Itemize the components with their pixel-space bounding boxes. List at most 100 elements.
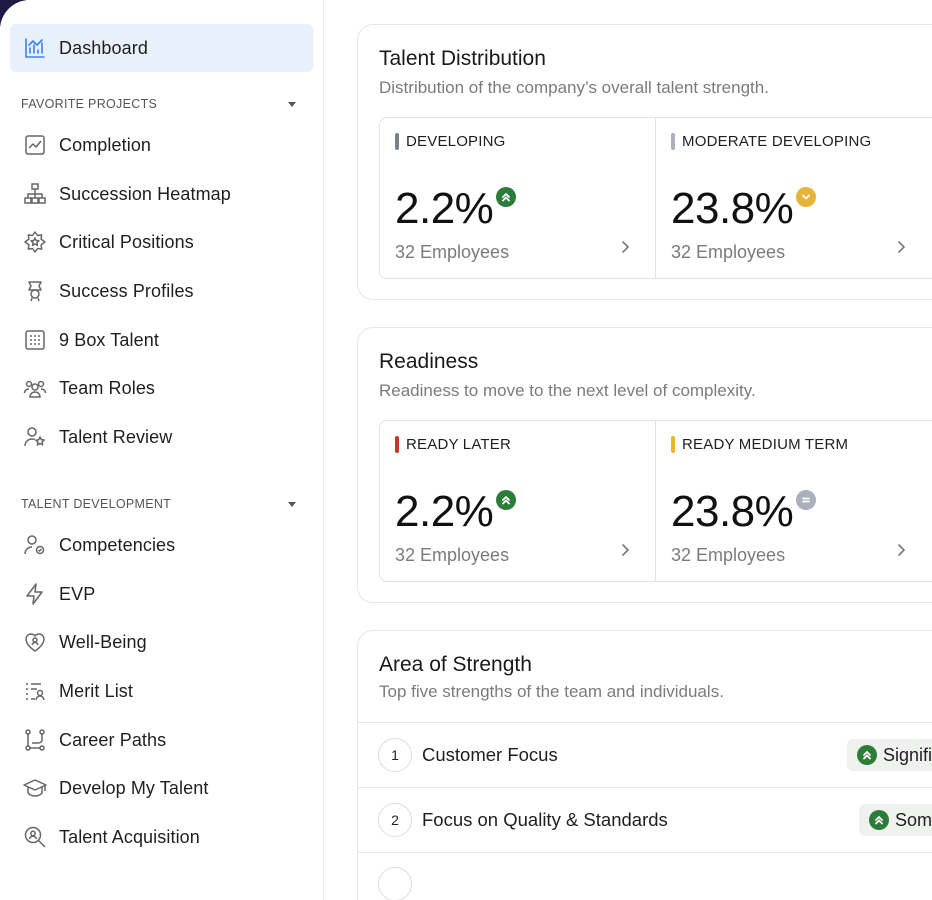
sidebar-item-competencies[interactable]: Competencies — [10, 523, 313, 567]
sidebar-item-label: Talent Review — [59, 426, 173, 447]
card-title: Talent Distribution — [379, 47, 546, 70]
chevron-right-icon — [898, 544, 906, 556]
sidebar-item-evp[interactable]: EVP — [10, 572, 313, 616]
rank-badge: 1 — [378, 738, 412, 772]
stat-value: 23.8% — [671, 487, 794, 536]
stat-developing[interactable]: DEVELOPING 2.2% 32 Employees — [380, 118, 655, 278]
readiness-card: Readiness Readiness to move to the next … — [357, 327, 932, 603]
sidebar-item-merit-list[interactable]: Merit List — [10, 669, 313, 713]
area-of-strength-card: Area of Strength Top five strengths of t… — [357, 630, 932, 900]
search-user-icon — [22, 824, 48, 850]
user-star-icon — [22, 424, 48, 450]
sidebar-item-career-paths[interactable]: Career Paths — [10, 718, 313, 762]
card-subtitle: Readiness to move to the next level of c… — [379, 381, 756, 400]
stat-label: READY LATER — [406, 436, 512, 453]
star-badge-icon — [22, 229, 48, 255]
stat-employees: 32 Employees — [395, 242, 510, 262]
list-user-icon — [22, 678, 48, 704]
collapse-caret-icon[interactable] — [288, 101, 296, 107]
card-subtitle: Distribution of the company’s overall ta… — [379, 78, 769, 97]
stat-box: READY LATER 2.2% 32 Employees READY MEDI… — [379, 420, 932, 582]
sidebar-item-label: Merit List — [59, 680, 134, 701]
team-icon — [22, 375, 48, 401]
card-subtitle: Top five strengths of the team and indiv… — [379, 682, 724, 701]
sidebar-item-label: Dashboard — [59, 37, 148, 58]
sidebar-item-success-profiles[interactable]: Success Profiles — [10, 269, 313, 313]
sidebar-item-develop-my-talent[interactable]: Develop My Talent — [10, 766, 313, 810]
strength-row[interactable] — [358, 852, 932, 900]
trend-equal-icon — [796, 490, 816, 510]
strength-level-tag: Som — [859, 804, 932, 836]
stat-moderate-developing[interactable]: MODERATE DEVELOPING 23.8% 32 Employees — [656, 118, 931, 278]
grid-icon — [22, 327, 48, 353]
stat-value: 23.8% — [671, 184, 794, 233]
divider — [655, 421, 656, 581]
sidebar-item-label: Career Paths — [59, 729, 167, 750]
sidebar-item-label: Talent Acquisition — [59, 826, 200, 847]
strength-row[interactable]: 2 Focus on Quality & Standards Som — [358, 787, 932, 852]
stat-ready-later[interactable]: READY LATER 2.2% 32 Employees — [380, 421, 655, 581]
sidebar-item-label: Succession Heatmap — [59, 183, 231, 204]
double-chevron-up-icon — [857, 745, 877, 765]
status-bar — [395, 133, 399, 150]
path-icon — [22, 727, 48, 753]
dashboard-chart-icon — [22, 35, 48, 61]
stat-label: READY MEDIUM TERM — [682, 436, 849, 453]
chevron-right-icon — [898, 241, 906, 253]
talent-distribution-card: Talent Distribution Distribution of the … — [357, 24, 932, 300]
status-bar — [395, 436, 399, 453]
section-title: FAVORITE PROJECTS — [21, 97, 158, 111]
stat-employees: 32 Employees — [395, 545, 510, 565]
trend-up-icon — [496, 490, 516, 510]
stat-ready-medium-term[interactable]: READY MEDIUM TERM 23.8% 32 Employees — [656, 421, 931, 581]
card-title: Area of Strength — [379, 653, 532, 676]
sidebar-item-dashboard[interactable]: Dashboard — [10, 24, 313, 72]
stat-value: 2.2% — [395, 487, 494, 536]
sidebar-item-completion[interactable]: Completion — [10, 123, 313, 167]
stat-box: DEVELOPING 2.2% 32 Employees MODERATE DE… — [379, 117, 932, 279]
sidebar-item-succession-heatmap[interactable]: Succession Heatmap — [10, 172, 313, 216]
strength-row[interactable]: 1 Customer Focus Signifi — [358, 722, 932, 787]
sidebar-item-label: Completion — [59, 134, 152, 155]
sidebar-item-talent-review[interactable]: Talent Review — [10, 415, 313, 459]
sidebar-item-label: Develop My Talent — [59, 777, 209, 798]
stat-label: DEVELOPING — [406, 133, 506, 150]
sidebar-item-label: Competencies — [59, 534, 176, 555]
status-bar — [671, 436, 675, 453]
sidebar-item-9-box-talent[interactable]: 9 Box Talent — [10, 318, 313, 362]
sidebar-item-team-roles[interactable]: Team Roles — [10, 366, 313, 410]
tag-label: Signifi — [883, 744, 932, 765]
rank-badge: 2 — [378, 803, 412, 837]
collapse-caret-icon[interactable] — [288, 501, 296, 507]
trend-up-icon — [496, 187, 516, 207]
sidebar-item-talent-acquisition[interactable]: Talent Acquisition — [10, 815, 313, 859]
sidebar-item-label: Team Roles — [59, 377, 156, 398]
sidebar-item-label: 9 Box Talent — [59, 329, 159, 350]
sidebar-item-well-being[interactable]: Well-Being — [10, 620, 313, 664]
stat-employees: 32 Employees — [671, 242, 786, 262]
divider — [655, 118, 656, 278]
sidebar-item-critical-positions[interactable]: Critical Positions — [10, 220, 313, 264]
hierarchy-icon — [22, 181, 48, 207]
strength-name: Focus on Quality & Standards — [422, 809, 668, 830]
chevron-right-icon — [622, 241, 630, 253]
award-icon — [22, 278, 48, 304]
sidebar-item-label: Well-Being — [59, 631, 147, 652]
double-chevron-up-icon — [869, 810, 889, 830]
sidebar: Dashboard FAVORITE PROJECTS Completion S… — [0, 0, 324, 900]
chart-line-icon — [22, 132, 48, 158]
section-title: TALENT DEVELOPMENT — [21, 497, 172, 511]
sidebar-item-label: Success Profiles — [59, 280, 194, 301]
tag-label: Som — [895, 809, 932, 830]
strength-level-tag: Signifi — [847, 739, 932, 771]
rank-badge — [378, 867, 412, 900]
graduation-cap-icon — [22, 775, 48, 801]
heart-user-icon — [22, 629, 48, 655]
trend-down-icon — [796, 187, 816, 207]
talent-development-header: TALENT DEVELOPMENT — [21, 494, 306, 514]
stat-label: MODERATE DEVELOPING — [682, 133, 872, 150]
lightning-icon — [22, 581, 48, 607]
sidebar-item-label: EVP — [59, 583, 96, 604]
stat-value: 2.2% — [395, 184, 494, 233]
